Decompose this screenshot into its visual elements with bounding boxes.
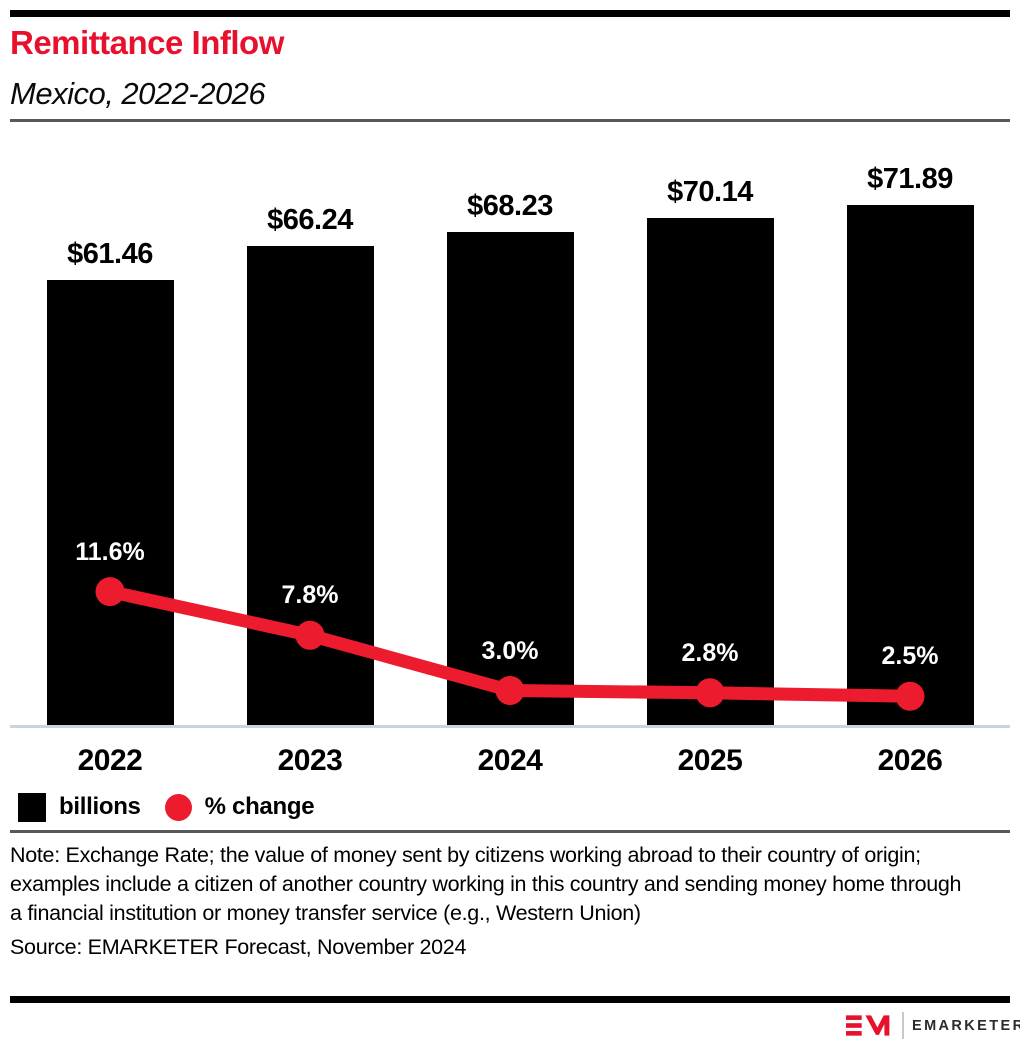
bar-value-label: $70.14 xyxy=(667,175,753,208)
pct-value-label: 2.5% xyxy=(881,642,939,671)
bar-value-label: $68.23 xyxy=(467,189,553,222)
legend-label: billions xyxy=(59,793,141,820)
source-text: Source: EMARKETER Forecast, November 202… xyxy=(10,935,467,959)
pct-value-label: 7.8% xyxy=(281,581,339,610)
bar-2025 xyxy=(646,217,774,725)
bar-value-label: $61.46 xyxy=(67,238,153,271)
header-divider xyxy=(10,119,1010,122)
data-point-2024 xyxy=(495,676,525,705)
data-point-2022 xyxy=(95,577,125,607)
brand-wordmark: EMARKETER xyxy=(912,1017,1020,1034)
legend-divider xyxy=(10,830,1010,833)
pct-value-label: 11.6% xyxy=(75,537,145,566)
data-point-2023 xyxy=(295,620,325,650)
x-axis-label: 2025 xyxy=(677,744,743,777)
x-axis-label: 2022 xyxy=(77,744,143,777)
x-axis-baseline xyxy=(10,725,1010,728)
emarketer-logo-icon xyxy=(846,1014,890,1036)
data-point-2025 xyxy=(695,678,725,708)
bar-2024 xyxy=(446,231,574,725)
bottom-black-bar xyxy=(10,996,1010,1003)
bar-value-label: $71.89 xyxy=(867,163,953,196)
footer: Note: Exchange Rate; the value of money … xyxy=(10,841,968,962)
x-axis-label: 2026 xyxy=(877,744,943,777)
pct-value-label: 2.8% xyxy=(681,638,739,667)
combo-chart: $61.46 2022 $66.24 2023 $68.23 2024 $70.14 2025… xyxy=(0,140,1020,780)
legend: billions % change xyxy=(18,790,1008,824)
bar-value-label: $66.24 xyxy=(267,203,353,236)
bar-swatch-icon xyxy=(18,792,46,822)
page-title: Remittance Inflow xyxy=(10,24,284,61)
legend-item-pct-change: % change xyxy=(164,793,315,821)
top-black-bar xyxy=(10,10,1010,17)
bar-2022 xyxy=(46,280,174,725)
line-swatch-icon xyxy=(164,793,192,821)
x-axis-label: 2023 xyxy=(277,744,343,777)
data-point-2026 xyxy=(895,681,925,711)
x-axis-label: 2024 xyxy=(477,744,543,777)
page-subtitle: Mexico, 2022-2026 xyxy=(10,76,266,111)
note-text: Note: Exchange Rate; the value of money … xyxy=(10,843,962,925)
legend-label: % change xyxy=(204,793,315,820)
pct-change-line xyxy=(95,577,925,711)
bar-2026 xyxy=(846,205,974,725)
legend-item-billions: billions xyxy=(18,792,141,822)
logo-divider xyxy=(902,1011,904,1039)
brand-logo: EMARKETER xyxy=(846,1011,1020,1039)
pct-value-label: 3.0% xyxy=(481,636,539,665)
